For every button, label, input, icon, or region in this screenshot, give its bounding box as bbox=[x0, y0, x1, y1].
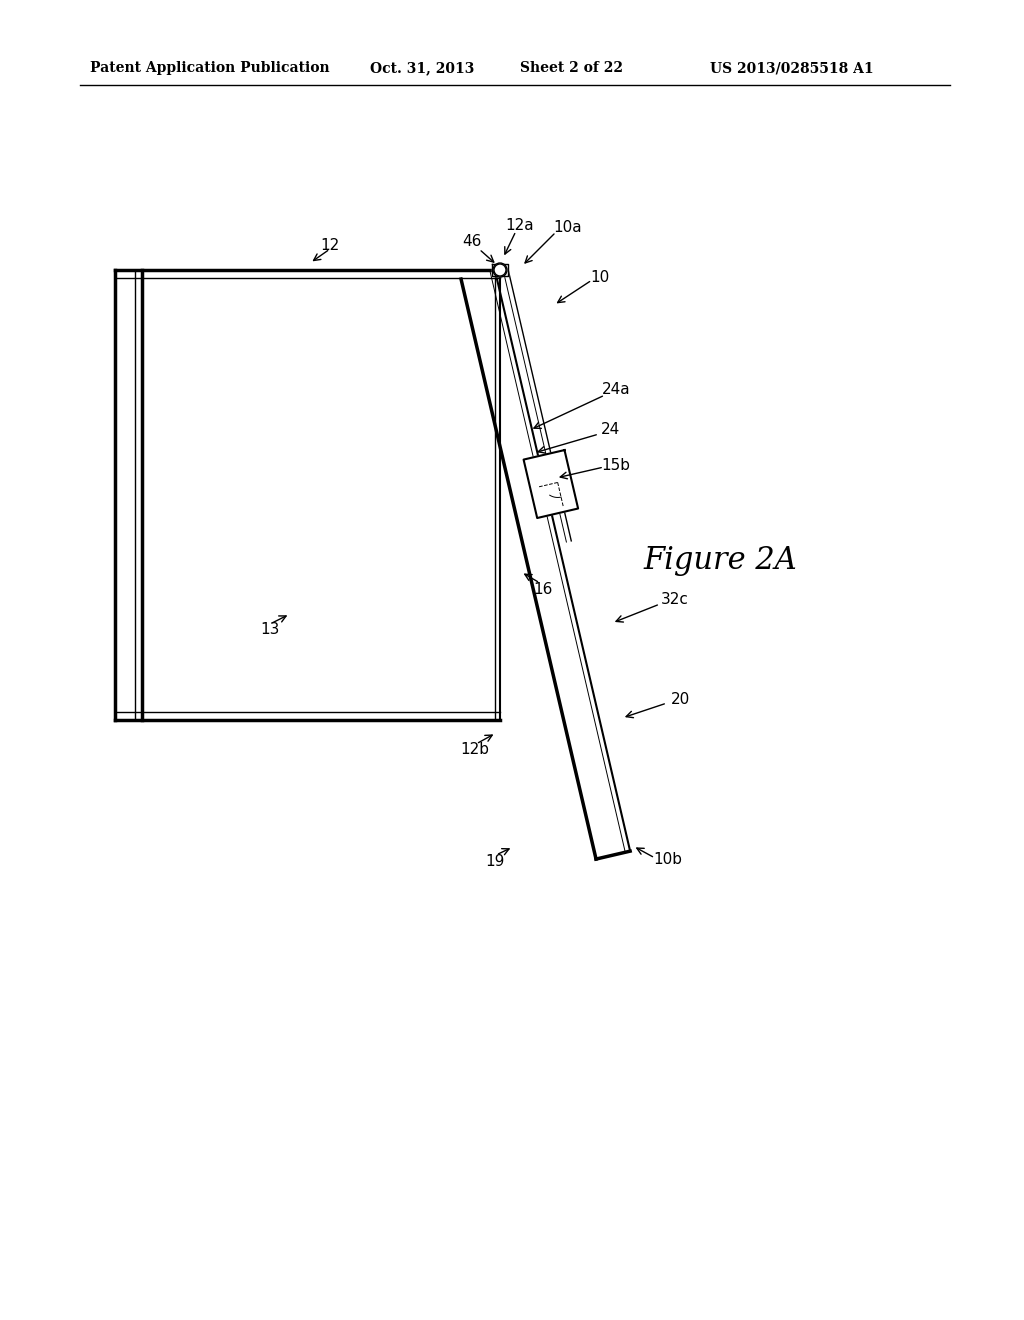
Polygon shape bbox=[492, 264, 508, 276]
Text: 10b: 10b bbox=[653, 853, 683, 867]
Text: Oct. 31, 2013: Oct. 31, 2013 bbox=[370, 61, 474, 75]
Text: Sheet 2 of 22: Sheet 2 of 22 bbox=[520, 61, 623, 75]
Text: 12: 12 bbox=[321, 238, 340, 252]
Text: 24a: 24a bbox=[602, 383, 631, 397]
Text: 16: 16 bbox=[534, 582, 553, 598]
Text: 10a: 10a bbox=[554, 220, 583, 235]
Text: Patent Application Publication: Patent Application Publication bbox=[90, 61, 330, 75]
Text: US 2013/0285518 A1: US 2013/0285518 A1 bbox=[710, 61, 873, 75]
Text: 12b: 12b bbox=[461, 742, 489, 758]
Circle shape bbox=[494, 264, 506, 276]
Polygon shape bbox=[523, 450, 579, 517]
Text: 24: 24 bbox=[600, 422, 620, 437]
Text: 12a: 12a bbox=[506, 218, 535, 232]
Text: 19: 19 bbox=[485, 854, 505, 870]
Text: 15b: 15b bbox=[601, 458, 631, 473]
Text: 13: 13 bbox=[260, 623, 280, 638]
Text: 10: 10 bbox=[591, 271, 609, 285]
Text: 32c: 32c bbox=[662, 593, 689, 607]
Text: Figure 2A: Figure 2A bbox=[643, 544, 797, 576]
Circle shape bbox=[493, 263, 507, 277]
Text: 46: 46 bbox=[462, 235, 481, 249]
Text: 20: 20 bbox=[671, 693, 689, 708]
